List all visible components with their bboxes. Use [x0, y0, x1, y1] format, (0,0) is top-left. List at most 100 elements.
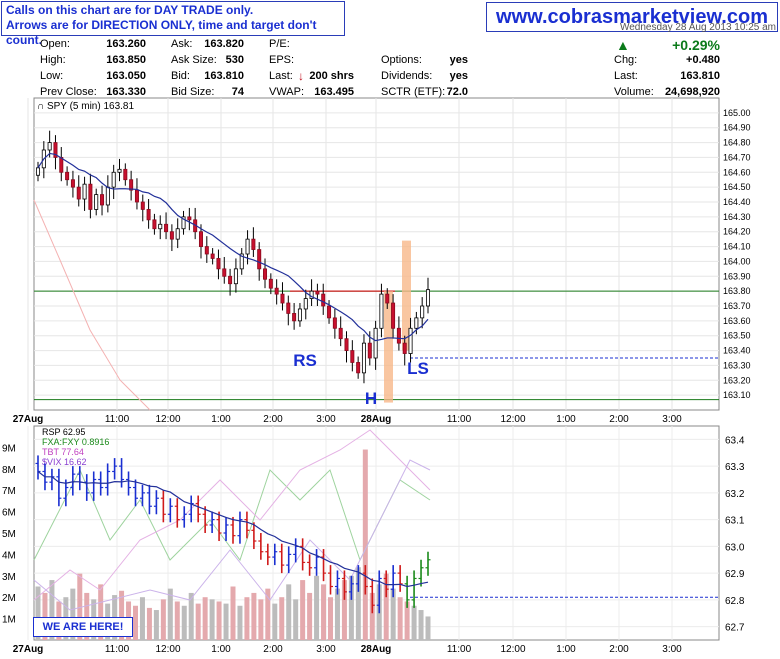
volume-bar: [314, 575, 320, 640]
price-candle-body: [420, 305, 425, 319]
price-candle-body: [134, 189, 139, 203]
vwap-value: 163.495: [314, 86, 354, 98]
volume-bar: [167, 588, 173, 640]
volume-bar: [300, 580, 306, 640]
price-tick-label: 163.50: [723, 331, 751, 341]
price-candle-body: [396, 327, 401, 344]
price-candle-body: [53, 142, 58, 158]
volume-bar: [251, 592, 257, 640]
price-candle-body: [228, 275, 233, 285]
volume-bar: [139, 597, 145, 640]
volume-bar: [223, 603, 229, 640]
price-candle-body: [70, 179, 75, 188]
rsp-x-tick-label: 2:00: [609, 644, 629, 655]
price-candle-body: [123, 168, 128, 181]
volume-bar: [265, 588, 271, 640]
high-value: 163.850: [106, 54, 146, 66]
price-candle-body: [367, 342, 372, 359]
price-tick-label: 165.00: [723, 108, 751, 118]
price-tick-label: 164.10: [723, 242, 751, 252]
volume-bar: [70, 588, 76, 640]
price-tick-label: 164.60: [723, 167, 751, 177]
price-candle-body: [379, 293, 384, 329]
volume-bar: [237, 605, 243, 640]
rsp-x-tick-label: 3:00: [316, 644, 336, 655]
volume-bar: [258, 599, 264, 640]
rsp-x-tick-label: 2:00: [263, 644, 283, 655]
sctr-value: 72.0: [446, 86, 468, 98]
price-candle-body: [105, 186, 110, 206]
price-candle-body: [321, 293, 326, 307]
volume-bar: [153, 610, 159, 640]
last-trade-value: 200 shrs: [309, 70, 354, 82]
rsp-x-tick-label: 1:00: [556, 644, 576, 655]
rsp-legend-entry: $VIX 16.62: [42, 457, 87, 467]
tbt-line: [33, 429, 431, 601]
volume-bar: [307, 592, 313, 640]
price-candle-body: [152, 219, 157, 230]
volume-bar: [209, 599, 215, 640]
rsp-legend-entry: FXA:FXY 0.8916: [42, 437, 109, 447]
chg-label: Chg:: [614, 54, 638, 66]
volume-bar: [35, 586, 41, 640]
price-candle-body: [76, 186, 81, 200]
price-candle-body: [425, 289, 430, 307]
volume-bar: [133, 605, 138, 640]
volume-bar: [279, 597, 285, 640]
rsp-legend-entry: RSP 62.95: [42, 427, 85, 437]
rsp-x-tick-label: 12:00: [155, 644, 180, 655]
volume-bar: [84, 592, 90, 640]
volume-bar: [397, 597, 403, 640]
volume-tick-label: 2M: [2, 593, 16, 604]
rsp-x-tick-label: 27Aug: [13, 644, 44, 655]
price-x-tick-label: 1:00: [211, 414, 231, 425]
volume-bar: [425, 616, 431, 640]
price-candle-body: [402, 342, 407, 354]
volume-bar: [174, 601, 180, 640]
price-candle-body: [117, 168, 122, 173]
rsp-x-tick-label: 11:00: [447, 644, 472, 655]
low-label: Low:: [40, 70, 64, 82]
price-candle-body: [327, 305, 332, 319]
price-candle-body: [350, 350, 355, 363]
change-percent: +0.29%: [672, 37, 720, 53]
price-candle-body: [198, 231, 203, 247]
price-candle-body: [181, 216, 186, 230]
price-tick-label: 164.80: [723, 138, 751, 148]
price-candle-body: [361, 342, 366, 374]
volume-label: Volume:: [614, 86, 654, 98]
volume-bar: [244, 597, 250, 640]
price-candle-body: [59, 157, 64, 173]
last-label: Last:: [614, 70, 638, 82]
price-tick-label: 163.70: [723, 301, 751, 311]
rsp-x-tick-label: 3:00: [662, 644, 682, 655]
price-candle-body: [164, 223, 169, 233]
price-candle-body: [47, 142, 52, 151]
price-tick-label: 164.90: [723, 123, 751, 133]
site-banner[interactable]: www.cobrasmarketview.com: [486, 2, 778, 32]
price-candle-body: [286, 302, 291, 314]
price-tick-label: 164.00: [723, 256, 751, 266]
price-candle-body: [391, 302, 396, 329]
notice-line-2: Arrows are for DIRECTION ONLY, time and …: [6, 18, 317, 47]
volume-bar: [341, 580, 347, 640]
ask-value: 163.820: [204, 38, 244, 50]
price-candle-body: [175, 228, 180, 240]
volume-bar: [77, 573, 83, 640]
eps-label: EPS:: [269, 54, 295, 66]
price-candle-body: [36, 167, 41, 176]
price-candle-body: [332, 317, 337, 329]
rsp-tick-label: 62.7: [725, 623, 745, 634]
up-triangle-icon: ▲: [616, 37, 630, 53]
volume-bar: [146, 607, 152, 640]
dividends-label: Dividends:: [381, 70, 433, 82]
price-x-tick-label: 11:00: [105, 414, 130, 425]
rsp-tick-label: 63.4: [725, 435, 745, 446]
quote-panel: Open: 163.260 High: 163.850 Low: 163.050…: [0, 36, 780, 98]
price-x-tick-label: 12:00: [500, 414, 525, 425]
price-tick-label: 163.30: [723, 360, 751, 370]
ask-size-label: Ask Size:: [171, 54, 217, 66]
volume-bar: [369, 592, 375, 640]
rs-label: RS: [293, 351, 317, 370]
price-x-tick-label: 3:00: [662, 414, 682, 425]
